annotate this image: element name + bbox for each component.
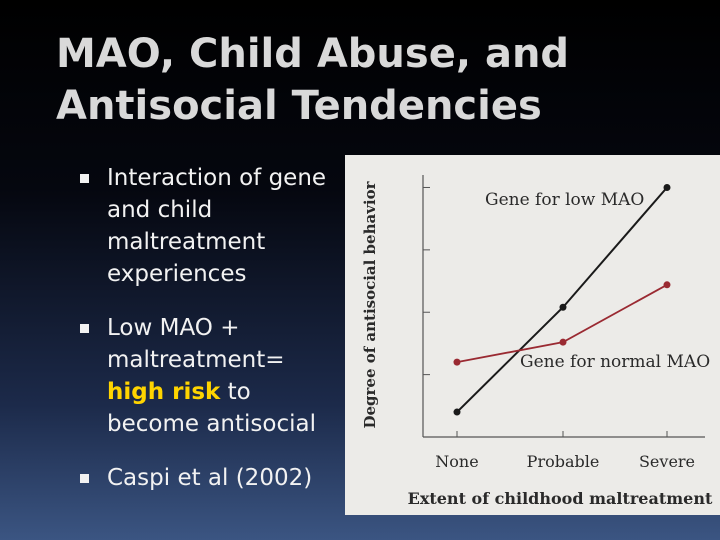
chart-panel: Degree of antisocial behavior Extent of … — [345, 155, 720, 515]
square-bullet-icon — [80, 174, 89, 183]
line-chart: Degree of antisocial behavior Extent of … — [361, 175, 713, 508]
bullet-item: Low MAO + maltreatment= high risk to bec… — [80, 312, 340, 440]
data-point — [663, 183, 671, 191]
bullet-text-pre: Low MAO + maltreatment= — [107, 315, 285, 373]
y-axis-label: Degree of antisocial behavior — [361, 180, 379, 428]
bullet-item: Interaction of gene and child maltreatme… — [80, 162, 340, 290]
bullet-text-post: to become antisocial — [107, 379, 316, 437]
square-bullet-icon — [80, 474, 89, 483]
square-bullet-icon — [80, 324, 89, 333]
data-point — [453, 358, 461, 366]
bullet-item: Caspi et al (2002) — [80, 462, 340, 494]
x-tick-label: None — [435, 452, 478, 471]
bullet-list: Interaction of gene and child maltreatme… — [80, 162, 340, 516]
slide-title: MAO, Child Abuse, and Antisocial Tendenc… — [56, 28, 676, 132]
slide-title-line-2: Antisocial Tendencies — [56, 83, 542, 129]
series-label: Gene for low MAO — [485, 190, 644, 210]
x-tick-label: Severe — [639, 452, 695, 471]
slide-title-line-1: MAO, Child Abuse, and — [56, 31, 570, 77]
series-line — [456, 186, 668, 413]
series-line — [456, 284, 668, 364]
bullet-text: Caspi et al (2002) — [107, 465, 313, 491]
data-point — [453, 408, 461, 416]
data-point — [663, 281, 671, 289]
bullet-highlight: high risk — [107, 379, 221, 405]
bullet-text: Interaction of gene and child maltreatme… — [107, 165, 327, 287]
x-tick-label: Probable — [527, 452, 600, 471]
data-point — [559, 338, 567, 346]
x-axis-label: Extent of childhood maltreatment — [408, 489, 713, 508]
data-point — [559, 303, 567, 311]
series-label: Gene for normal MAO — [520, 352, 710, 372]
